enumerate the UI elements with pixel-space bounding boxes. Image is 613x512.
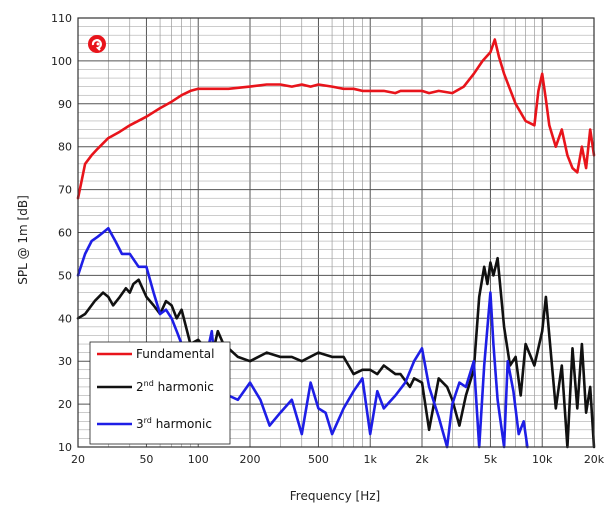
y-tick-label: 30: [58, 355, 72, 368]
x-tick-label: 200: [240, 453, 261, 466]
y-tick-label: 10: [58, 441, 72, 454]
y-tick-label: 70: [58, 184, 72, 197]
series-line-2nd-harmonic: [76, 256, 596, 449]
legend-item-2nd-harmonic: 2nd harmonic: [97, 379, 214, 394]
x-axis-label: Frequency [Hz]: [290, 489, 381, 503]
x-tick-label: 500: [308, 453, 329, 466]
y-axis-ticks: 10 20 30 40 50 60 70 80 90 100 110: [51, 12, 72, 454]
y-axis-label: SPL @ 1m [dB]: [16, 195, 30, 285]
legend: Fundamental 2nd harmonic 3rd harmonic: [89, 341, 231, 445]
series-line-3rd-harmonic: [76, 226, 529, 449]
y-tick-label: 100: [51, 55, 72, 68]
plot-border: [77, 17, 595, 448]
plot-frame: [77, 17, 595, 448]
x-tick-label: 2k: [415, 453, 429, 466]
y-tick-label: 40: [58, 312, 72, 325]
x-tick-label: 10k: [532, 453, 553, 466]
y-tick-label: 80: [58, 141, 72, 154]
legend-label-3rd-harmonic: 3rd harmonic: [136, 416, 212, 431]
brand-logo: [88, 35, 106, 53]
legend-label-fundamental: Fundamental: [136, 347, 215, 361]
x-tick-label: 20k: [584, 453, 605, 466]
legend-item-3rd-harmonic: 3rd harmonic: [97, 416, 212, 431]
y-tick-label: 60: [58, 227, 72, 240]
x-axis-ticks: 20 50 100 200 500 1k 2k 5k 10k 20k: [71, 453, 605, 466]
series-layer: [76, 38, 596, 449]
x-tick-label: 20: [71, 453, 85, 466]
y-tick-label: 50: [58, 269, 72, 282]
y-tick-label: 90: [58, 98, 72, 111]
x-tick-label: 5k: [484, 453, 498, 466]
x-tick-label: 100: [188, 453, 209, 466]
legend-box: [89, 341, 231, 445]
x-tick-label: 50: [139, 453, 153, 466]
legend-item-fundamental: Fundamental: [97, 347, 215, 361]
y-tick-label: 20: [58, 398, 72, 411]
series-line-fundamental: [76, 38, 596, 200]
y-tick-label: 110: [51, 12, 72, 25]
legend-label-2nd-harmonic: 2nd harmonic: [136, 379, 214, 394]
x-tick-label: 1k: [364, 453, 378, 466]
